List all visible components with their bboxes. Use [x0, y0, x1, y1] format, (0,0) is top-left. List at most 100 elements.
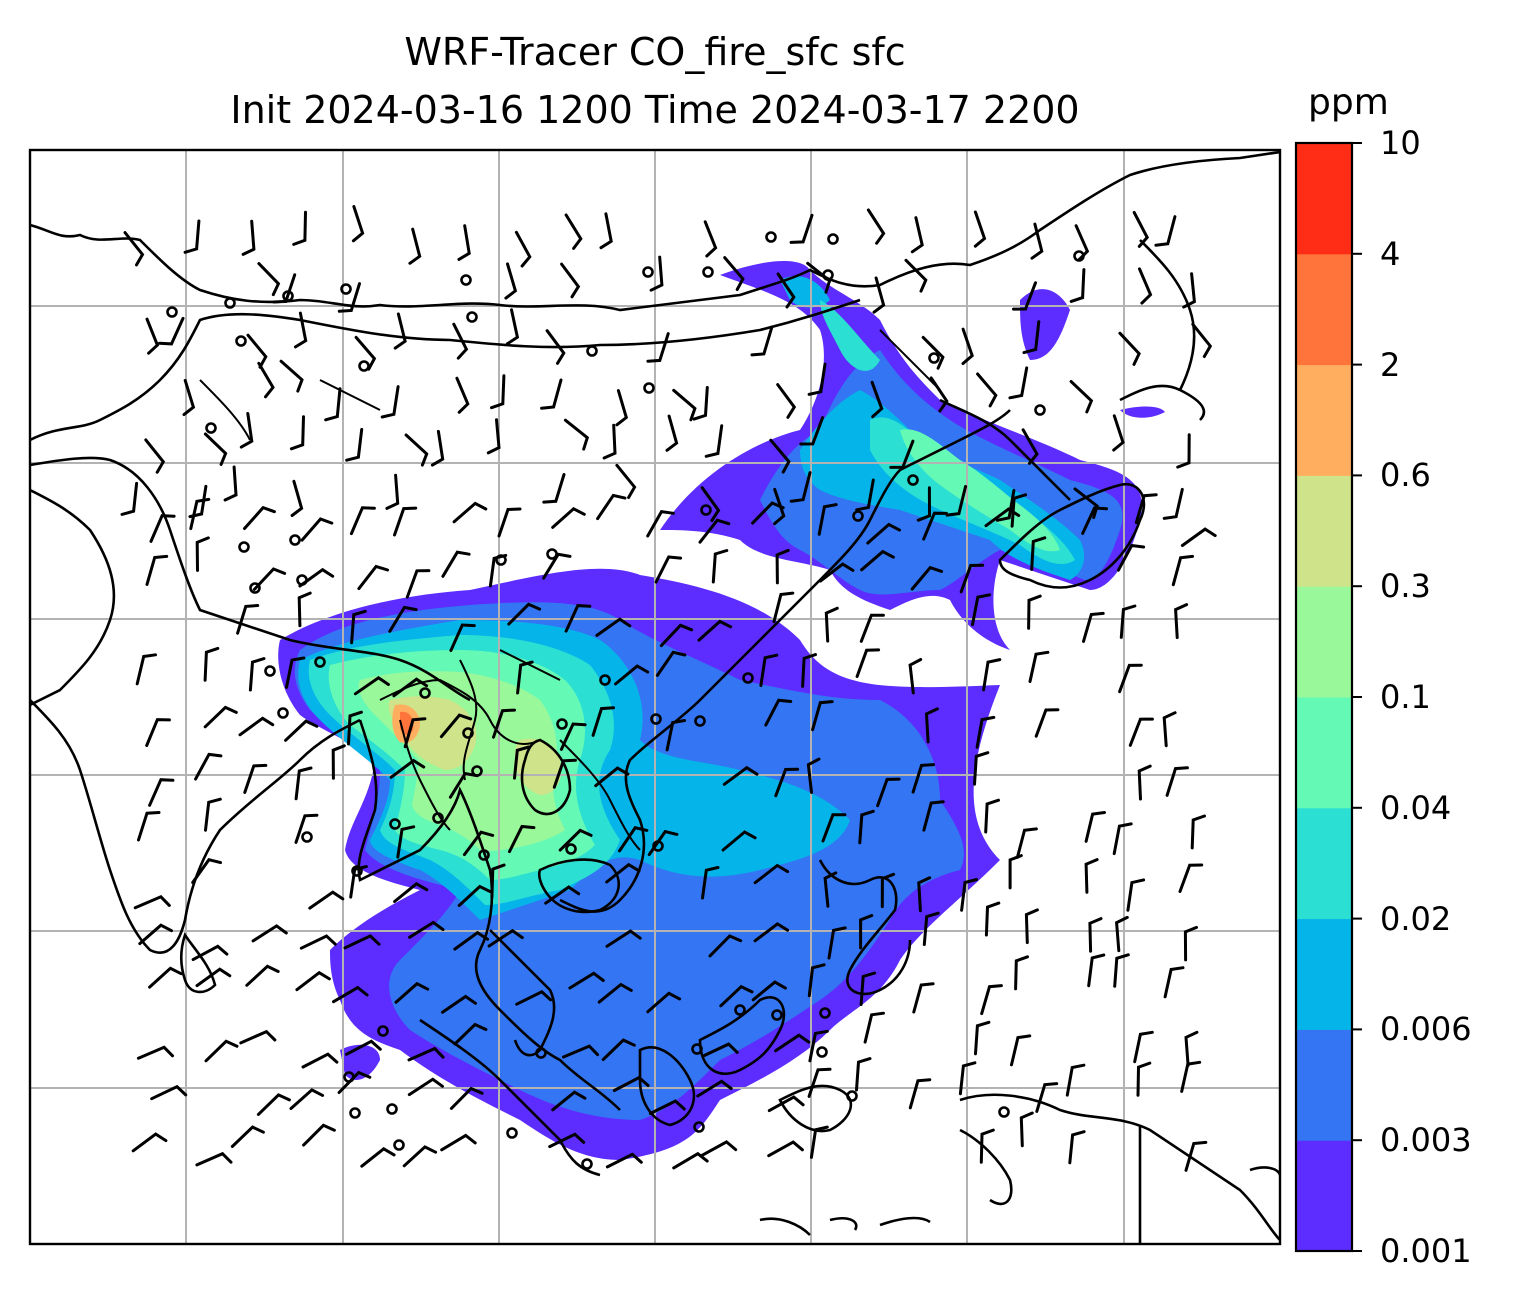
wind-barb — [922, 800, 945, 832]
wind-barb — [1163, 966, 1185, 999]
wind-barb — [971, 593, 992, 627]
wind-barb — [1180, 1060, 1202, 1093]
wind-barb — [704, 424, 724, 458]
wind-barb — [751, 501, 785, 525]
colorbar-tick-label: 0.003 — [1380, 1121, 1472, 1160]
wind-barb — [917, 876, 932, 913]
wind-barb — [490, 374, 506, 410]
wind-barb — [545, 329, 566, 365]
colorbar-segment — [1296, 364, 1352, 476]
wind-barb — [711, 549, 729, 584]
wind-barb — [855, 478, 875, 512]
colorbar-tick-label: 0.04 — [1380, 788, 1452, 827]
wind-barb — [308, 890, 345, 910]
wind-barb — [404, 433, 429, 467]
wind-barb — [295, 970, 331, 992]
wind-barb — [1084, 858, 1099, 894]
wind-barb — [345, 1039, 382, 1056]
wind-barb — [597, 982, 633, 1004]
wind-barb — [819, 562, 855, 583]
calm-wind-marker — [460, 274, 472, 286]
wind-barb — [855, 1057, 872, 1092]
wind-barb — [1134, 493, 1158, 525]
calm-wind-marker — [349, 1107, 361, 1119]
wind-barb — [980, 984, 1003, 1016]
wind-barb — [1191, 322, 1213, 358]
wind-barb — [1178, 863, 1204, 893]
wind-barb — [490, 863, 506, 899]
wind-barb — [721, 830, 757, 852]
wind-barb — [203, 646, 220, 682]
wind-barb — [859, 613, 885, 643]
wind-barb — [821, 813, 847, 843]
calm-wind-marker — [642, 266, 654, 278]
wind-barb — [655, 650, 687, 677]
wind-barb — [605, 929, 642, 948]
colorbar-segment — [1296, 918, 1352, 1030]
wind-barb — [806, 261, 832, 294]
wind-barb — [332, 985, 369, 1004]
calm-wind-marker — [1034, 404, 1046, 416]
wind-barb — [1138, 267, 1153, 305]
wind-barb — [1010, 493, 1028, 528]
wind-barb — [138, 923, 173, 946]
wind-barb — [1014, 955, 1029, 991]
wind-barb — [393, 506, 418, 537]
calm-wind-marker — [819, 1007, 831, 1019]
wind-barb — [453, 930, 490, 951]
wind-barb — [973, 210, 987, 248]
wind-barb — [654, 555, 683, 584]
wind-barb — [1008, 854, 1023, 890]
wind-barb — [872, 276, 886, 314]
wind-barb — [904, 258, 928, 293]
wind-barb — [408, 227, 422, 265]
wind-barb — [337, 1070, 372, 1094]
colorbar-tick-label: 10 — [1380, 124, 1421, 162]
wind-barb — [601, 1038, 636, 1061]
wind-barb — [1190, 814, 1206, 850]
calm-wind-marker — [466, 311, 478, 323]
wind-barb — [1136, 1061, 1152, 1097]
wind-barb — [973, 751, 990, 786]
wind-barb — [960, 878, 979, 912]
wind-barb — [243, 505, 276, 530]
wind-barb — [542, 473, 566, 504]
wind-barb — [1154, 215, 1177, 247]
wind-barb — [1034, 708, 1060, 738]
wind-barb — [492, 708, 516, 739]
colorbar-tick-label: 0.6 — [1380, 456, 1431, 495]
wind-barb — [145, 317, 160, 355]
wind-barb — [1082, 611, 1105, 643]
wind-barb — [1069, 268, 1086, 303]
wind-barb — [976, 372, 998, 408]
wind-barb — [807, 362, 827, 396]
wind-barb — [859, 971, 877, 1006]
wind-barb — [331, 744, 346, 780]
wind-barb — [299, 934, 337, 950]
wind-barb — [799, 416, 825, 446]
wind-barb — [514, 230, 532, 268]
wind-barb — [811, 700, 834, 732]
wind-barb — [708, 934, 743, 958]
wind-barb — [393, 312, 407, 350]
wind-barb — [1010, 1034, 1032, 1067]
wind-barb — [136, 1045, 174, 1060]
wind-barb — [595, 617, 632, 637]
wind-barb — [1183, 925, 1198, 962]
wind-barb — [559, 722, 587, 751]
wind-barb — [750, 325, 774, 357]
wind-barb — [504, 262, 518, 300]
wind-barb — [1119, 604, 1137, 639]
wind-barb — [402, 1145, 438, 1168]
colorbar-tick-label: 0.3 — [1380, 567, 1431, 606]
wind-barb — [1015, 827, 1038, 859]
wind-barb — [979, 1128, 995, 1164]
wind-barb — [605, 862, 641, 884]
calm-wind-marker — [471, 765, 483, 777]
wind-barb — [223, 465, 238, 502]
chart-title-line2: Init 2024-03-16 1200 Time 2024-03-17 220… — [230, 88, 1080, 132]
wind-barb — [453, 1022, 488, 1046]
wind-barb — [486, 418, 501, 455]
wind-barb — [452, 322, 469, 360]
calm-wind-marker — [314, 656, 326, 668]
